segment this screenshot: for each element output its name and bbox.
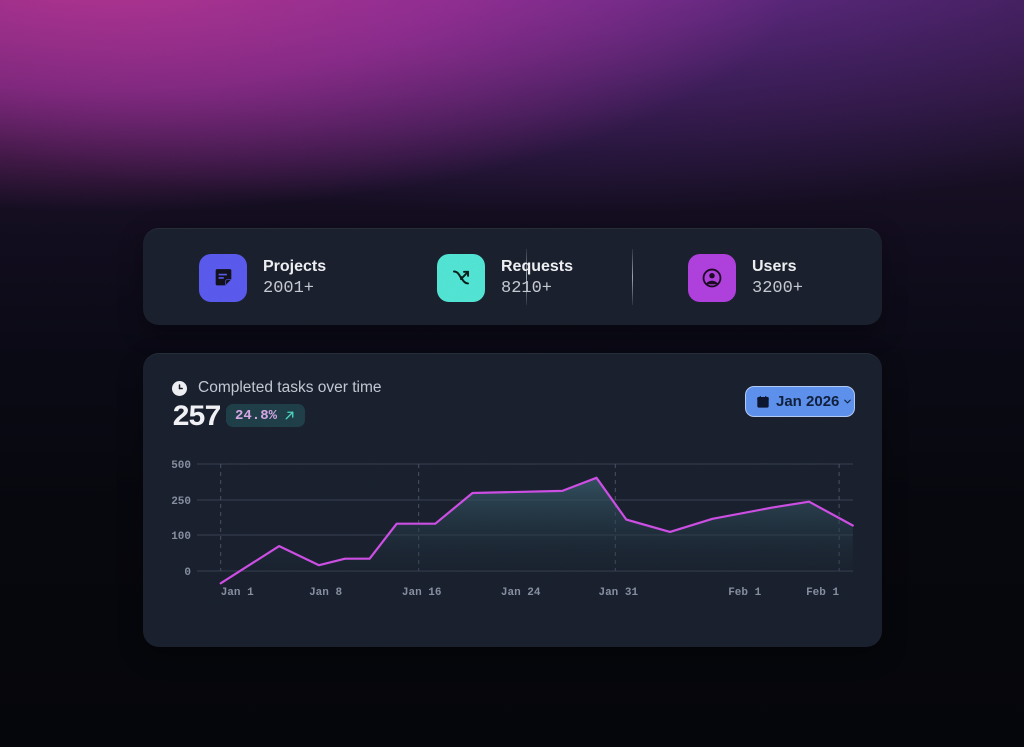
svg-text:Jan 1: Jan 1 [221,587,254,599]
svg-text:Feb 1: Feb 1 [806,587,839,599]
svg-text:500: 500 [171,460,191,472]
svg-text:Jan 16: Jan 16 [402,587,442,599]
svg-text:250: 250 [171,496,191,508]
svg-text:Jan 31: Jan 31 [598,587,638,599]
svg-text:Jan 24: Jan 24 [501,587,541,599]
svg-text:Feb 1: Feb 1 [728,587,761,599]
svg-text:100: 100 [171,531,191,543]
svg-text:0: 0 [184,567,191,579]
svg-text:Jan 8: Jan 8 [309,587,342,599]
